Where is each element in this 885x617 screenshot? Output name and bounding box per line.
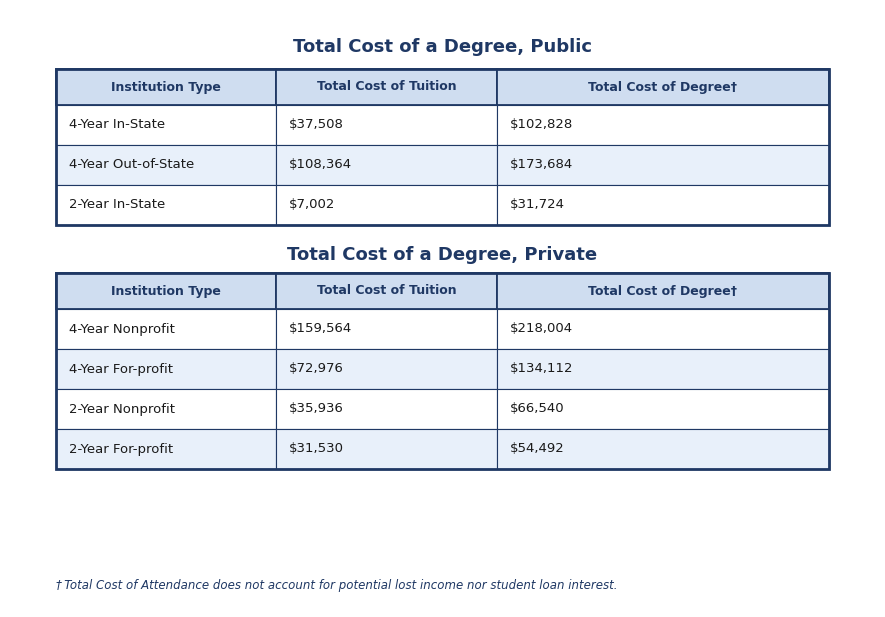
Text: $173,684: $173,684 <box>510 159 573 172</box>
Bar <box>276 145 496 185</box>
Bar <box>56 273 829 469</box>
Bar <box>496 349 829 389</box>
Bar <box>496 273 829 309</box>
Text: $31,724: $31,724 <box>510 199 565 212</box>
Bar <box>56 105 276 145</box>
Text: $54,492: $54,492 <box>510 442 565 455</box>
Bar <box>56 349 276 389</box>
Text: $134,112: $134,112 <box>510 363 573 376</box>
Text: $66,540: $66,540 <box>510 402 565 415</box>
Bar <box>56 389 276 429</box>
Bar <box>276 309 496 349</box>
Text: 4-Year In-State: 4-Year In-State <box>69 118 165 131</box>
Text: Institution Type: Institution Type <box>111 80 221 94</box>
Text: 2-Year Nonprofit: 2-Year Nonprofit <box>69 402 174 415</box>
Text: $7,002: $7,002 <box>289 199 335 212</box>
Text: $108,364: $108,364 <box>289 159 352 172</box>
Text: $72,976: $72,976 <box>289 363 344 376</box>
Bar <box>56 185 276 225</box>
Text: Institution Type: Institution Type <box>111 284 221 297</box>
Text: $159,564: $159,564 <box>289 323 352 336</box>
Bar <box>276 273 496 309</box>
Bar <box>496 105 829 145</box>
Bar <box>276 429 496 469</box>
Bar <box>496 429 829 469</box>
Bar <box>276 389 496 429</box>
Bar <box>56 429 276 469</box>
Text: Total Cost of Tuition: Total Cost of Tuition <box>317 284 457 297</box>
Text: Total Cost of Tuition: Total Cost of Tuition <box>317 80 457 94</box>
Bar <box>56 69 276 105</box>
Text: 4-Year For-profit: 4-Year For-profit <box>69 363 173 376</box>
Bar <box>276 185 496 225</box>
Bar <box>56 309 276 349</box>
Bar <box>56 145 276 185</box>
Text: 4-Year Nonprofit: 4-Year Nonprofit <box>69 323 174 336</box>
Text: 4-Year Out-of-State: 4-Year Out-of-State <box>69 159 194 172</box>
Bar <box>276 105 496 145</box>
Text: $31,530: $31,530 <box>289 442 344 455</box>
Bar <box>496 309 829 349</box>
Text: 2-Year For-profit: 2-Year For-profit <box>69 442 173 455</box>
Text: † Total Cost of Attendance does not account for potential lost income nor studen: † Total Cost of Attendance does not acco… <box>56 579 617 592</box>
Text: $35,936: $35,936 <box>289 402 344 415</box>
Bar <box>276 349 496 389</box>
Bar <box>496 69 829 105</box>
Bar <box>496 185 829 225</box>
Bar <box>276 69 496 105</box>
Bar <box>496 389 829 429</box>
Text: Total Cost of a Degree, Public: Total Cost of a Degree, Public <box>293 38 592 56</box>
Text: $37,508: $37,508 <box>289 118 344 131</box>
Text: Total Cost of a Degree, Private: Total Cost of a Degree, Private <box>288 246 597 264</box>
Bar <box>56 273 276 309</box>
Text: 2-Year In-State: 2-Year In-State <box>69 199 165 212</box>
Bar <box>496 145 829 185</box>
Text: $102,828: $102,828 <box>510 118 573 131</box>
Bar <box>56 69 829 225</box>
Text: Total Cost of Degree†: Total Cost of Degree† <box>589 80 737 94</box>
Text: Total Cost of Degree†: Total Cost of Degree† <box>589 284 737 297</box>
Text: $218,004: $218,004 <box>510 323 573 336</box>
